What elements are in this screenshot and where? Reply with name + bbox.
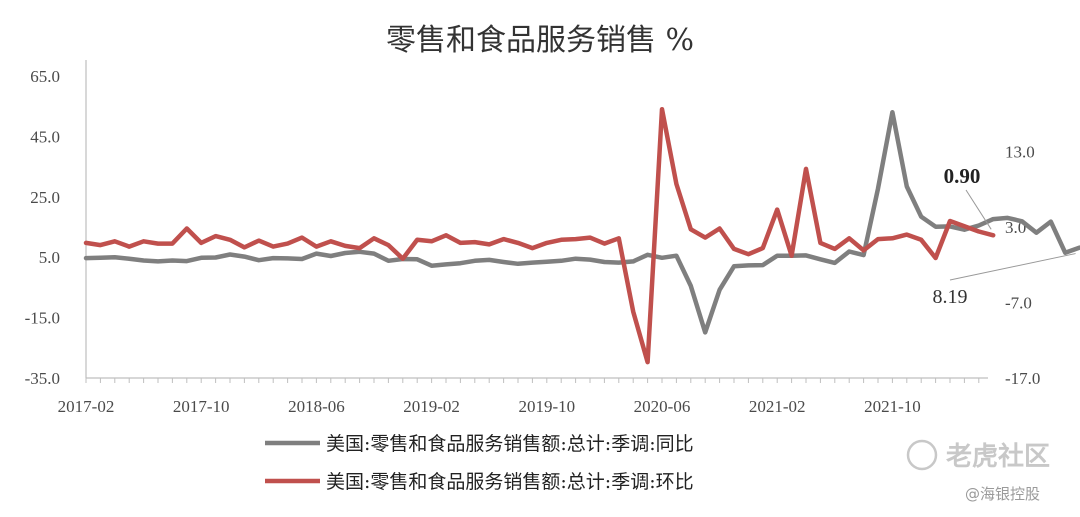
chart-title: 零售和食品服务销售 % — [386, 23, 694, 58]
x-tick-label: 2021-10 — [864, 397, 921, 416]
left-tick-label: -15.0 — [25, 309, 60, 328]
legend-label-mom: 美国:零售和食品服务销售额:总计:季调:环比 — [326, 471, 694, 493]
tiger-logo-icon — [906, 439, 938, 471]
left-tick-label: -35.0 — [25, 369, 60, 388]
left-axis-ticks: 65.0 45.0 25.0 5.0 -15.0 -35.0 — [25, 67, 60, 388]
right-tick-label: -17.0 — [1005, 369, 1040, 388]
watermark: 老虎社区 @海银控股 — [906, 439, 1050, 503]
series-line-yoy — [83, 109, 1080, 335]
right-tick-label: -7.0 — [1005, 294, 1032, 313]
x-tick-label: 2019-10 — [518, 397, 575, 416]
x-tick-label: 2017-02 — [58, 397, 115, 416]
x-tick-label: 2017-10 — [173, 397, 230, 416]
right-tick-label: 13.0 — [1005, 143, 1035, 162]
left-tick-label: 45.0 — [30, 127, 60, 146]
left-tick-label: 5.0 — [39, 248, 60, 267]
annotation-last-mom: 0.90 — [944, 164, 981, 188]
left-tick-label: 25.0 — [30, 188, 60, 207]
x-tick-label: 2018-06 — [288, 397, 345, 416]
x-tick-label: 2019-02 — [403, 397, 460, 416]
series-line-mom — [83, 106, 996, 365]
left-tick-label: 65.0 — [30, 67, 60, 86]
watermark-sub: @海银控股 — [965, 485, 1040, 503]
annotation-leader-bottom — [949, 253, 1076, 281]
legend-label-yoy: 美国:零售和食品服务销售额:总计:季调:同比 — [326, 433, 694, 455]
x-tick-label: 2020-06 — [634, 397, 691, 416]
x-tick-label: 2021-02 — [749, 397, 806, 416]
annotation-last-yoy: 8.19 — [933, 286, 968, 308]
watermark-brand: 老虎社区 — [946, 441, 1050, 472]
right-axis-ticks: 13.03.0-7.0-17.0 — [1005, 143, 1040, 389]
x-axis-ticks: 2017-02 2017-10 2018-06 2019-02 2019-10 2020-… — [58, 378, 980, 416]
annotation-leader-top — [965, 189, 992, 230]
legend: 美国:零售和食品服务销售额:总计:季调:同比 美国:零售和食品服务销售额:总计:… — [265, 433, 694, 493]
